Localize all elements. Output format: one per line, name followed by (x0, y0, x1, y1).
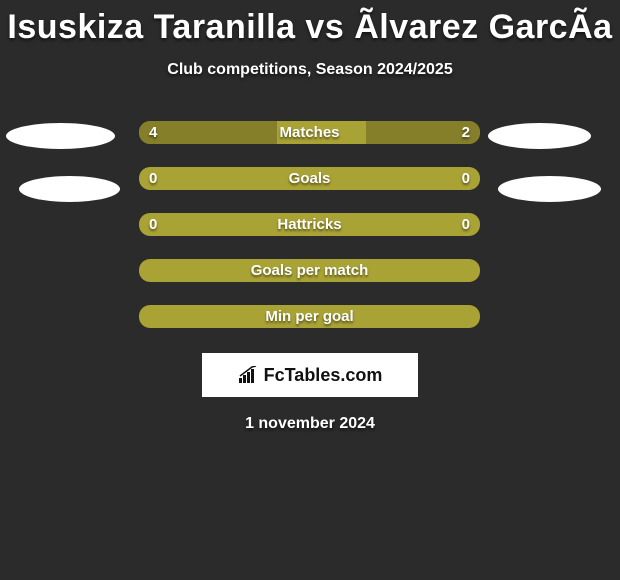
decorative-oval (488, 123, 591, 149)
logo-text: FcTables.com (264, 365, 383, 386)
stat-rows: Matches42Goals00Hattricks00Goals per mat… (0, 121, 620, 351)
decorative-oval (6, 123, 115, 149)
date-text: 1 november 2024 (0, 415, 620, 433)
decorative-oval (19, 176, 120, 202)
stat-bar: Hattricks0 0 (139, 213, 480, 236)
stat-value-left: 0 (149, 167, 157, 190)
stat-label: Matches (139, 121, 480, 144)
stat-bar: Min per goal (139, 305, 480, 328)
stat-value-left: 4 (149, 121, 157, 144)
page-title: Isuskiza Taranilla vs Ãlvarez GarcÃa (0, 0, 620, 47)
stat-label: Goals per match (139, 259, 480, 282)
stat-label: Hattricks (139, 213, 480, 236)
stat-row: Min per goal (0, 305, 620, 351)
stat-row: Goals per match (0, 259, 620, 305)
decorative-oval (498, 176, 601, 202)
stat-value-left: 0 (149, 213, 157, 236)
subtitle: Club competitions, Season 2024/2025 (0, 61, 620, 79)
stat-bar: Goals0 0 (139, 167, 480, 190)
stat-bar: Matches4 2 (139, 121, 480, 144)
stat-value-right: 2 (462, 121, 470, 144)
stat-label: Min per goal (139, 305, 480, 328)
stat-value-right: 0 (462, 167, 470, 190)
stat-bar: Goals per match (139, 259, 480, 282)
stat-label: Goals (139, 167, 480, 190)
logo: FcTables.com (238, 365, 383, 386)
stat-row: Hattricks0 0 (0, 213, 620, 259)
stat-value-right: 0 (462, 213, 470, 236)
logo-box: FcTables.com (202, 353, 418, 397)
logo-icon (238, 366, 260, 384)
